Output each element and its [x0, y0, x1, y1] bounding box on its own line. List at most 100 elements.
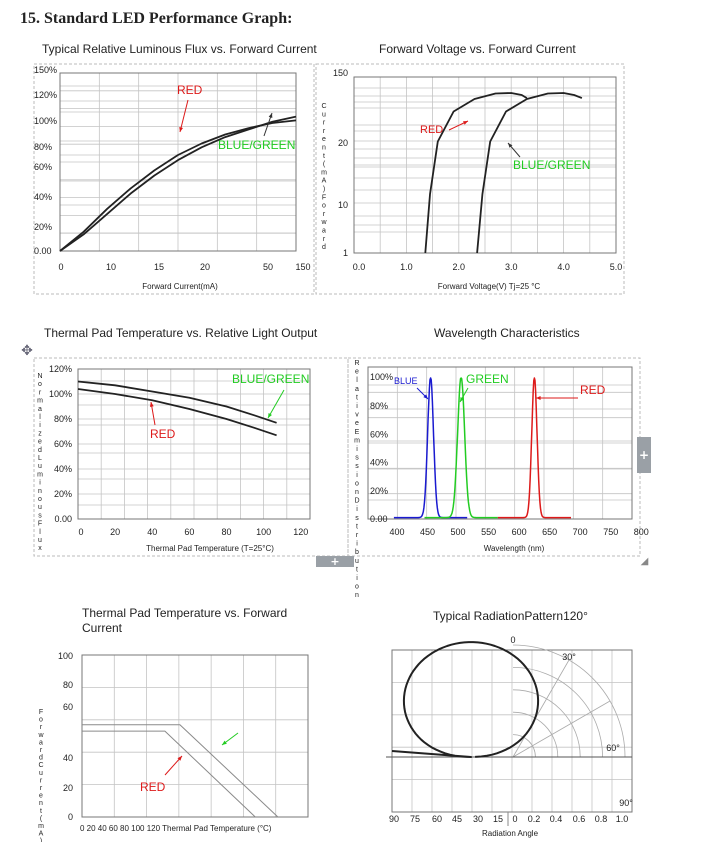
- y-tick-label: 20: [63, 783, 73, 793]
- x-tick-label: 800: [634, 527, 649, 537]
- y-tick-label: 40%: [54, 464, 72, 474]
- y-axis-label: x: [38, 545, 42, 552]
- y-tick-label: 60%: [54, 439, 72, 449]
- polar-ring: [512, 711, 559, 758]
- plot-grid: [391, 649, 633, 813]
- chart-title: Forward Voltage vs. Forward Current: [379, 42, 576, 56]
- plot-grid: [81, 654, 309, 818]
- y-axis-label: n: [39, 800, 43, 807]
- x-tick-label: 0.2: [528, 814, 541, 824]
- series-line-red: [424, 92, 528, 254]
- y-axis-label: ): [40, 838, 42, 842]
- y-axis-label: d: [322, 244, 326, 251]
- y-axis-label: t: [356, 394, 358, 401]
- x-tick-label: 15: [154, 262, 164, 272]
- y-axis-label: o: [38, 496, 42, 503]
- y-axis-label: r: [40, 747, 43, 754]
- expand-bottom-icon[interactable]: +: [316, 556, 354, 567]
- chart-title: Thermal Pad Temperature vs. Forward: [82, 606, 287, 620]
- y-axis-label: i: [356, 541, 358, 548]
- x-tick-label: 1.0: [400, 262, 413, 272]
- y-axis-label: w: [320, 219, 327, 226]
- y-axis-label: D: [354, 498, 359, 505]
- expand-right-icon[interactable]: +: [637, 437, 651, 473]
- y-tick-label: 120%: [34, 90, 57, 100]
- y-axis-label: u: [39, 770, 43, 777]
- y-tick-label: 100%: [370, 372, 393, 382]
- y-tick-label: 10: [338, 200, 348, 210]
- series-line-green: [82, 724, 279, 818]
- y-axis-label: e: [355, 420, 359, 427]
- y-tick-label: 40%: [34, 192, 52, 202]
- annotation-arrow: [179, 99, 189, 133]
- y-axis-label: ): [323, 186, 325, 193]
- annotation-label: BLUE: [394, 376, 418, 386]
- annotation-arrow-head: [460, 397, 464, 402]
- y-axis-label: n: [355, 592, 359, 599]
- y-axis-label: i: [356, 403, 358, 410]
- x-tick-label: 80: [221, 527, 231, 537]
- x-tick-label: 50: [263, 262, 273, 272]
- annotation-arrow: [267, 389, 285, 419]
- annotation-label: RED: [177, 83, 203, 97]
- x-tick-label: 0.6: [573, 814, 586, 824]
- y-tick-label: 0.00: [54, 514, 72, 524]
- polar-ring: [512, 734, 536, 758]
- annotation-label: BLUE/GREEN: [513, 158, 590, 172]
- plot-border: [353, 76, 617, 254]
- y-axis-label: o: [355, 480, 359, 487]
- y-axis-label: (: [40, 815, 43, 822]
- x-axis-label: Thermal Pad Temperature (T=25°C): [146, 544, 274, 553]
- y-axis-label: u: [38, 504, 42, 511]
- x-tick-label: 20: [110, 527, 120, 537]
- y-tick-label: 40: [63, 753, 73, 763]
- angle-label: 60°: [606, 743, 620, 753]
- x-tick-label: 75: [410, 814, 420, 824]
- y-tick-label: 40%: [370, 458, 388, 468]
- x-tick-label: 4.0: [557, 262, 570, 272]
- plot-border: [391, 649, 633, 813]
- y-tick-label: 100: [58, 651, 73, 661]
- resize-corner-icon[interactable]: ◢: [640, 556, 649, 567]
- y-tick-label: 60: [63, 702, 73, 712]
- y-axis-label: o: [322, 203, 326, 210]
- polar-spoke: [512, 700, 611, 758]
- plot-grid: [367, 366, 633, 520]
- chart-frame: [315, 63, 625, 295]
- annotation-arrow-head: [268, 413, 272, 418]
- x-axis-label: Forward Current(mA): [142, 282, 218, 291]
- y-axis-label: r: [40, 724, 43, 731]
- annotation-label: RED: [420, 124, 443, 136]
- polar-ring: [512, 689, 581, 758]
- polar-ring: [512, 667, 603, 758]
- y-axis-label: t: [356, 523, 358, 530]
- x-tick-label: 90: [389, 814, 399, 824]
- y-axis-label: i: [39, 480, 41, 487]
- y-axis-label: F: [38, 521, 42, 528]
- y-axis-label: a: [38, 406, 42, 413]
- y-axis-label: n: [355, 489, 359, 496]
- y-axis-label: A: [322, 178, 327, 185]
- y-axis-label: F: [322, 194, 326, 201]
- chart-title: Thermal Pad Temperature vs. Relative Lig…: [44, 326, 318, 340]
- y-axis-label: r: [39, 389, 42, 396]
- annotation-arrow-head: [268, 113, 273, 118]
- annotation-arrow-head: [536, 396, 541, 400]
- y-axis-label: o: [38, 381, 42, 388]
- annotation-label: RED: [150, 427, 176, 441]
- y-axis-label: n: [322, 145, 326, 152]
- series-line-red: [497, 377, 572, 519]
- y-axis-label: r: [323, 128, 326, 135]
- x-axis-label: Radiation Angle: [482, 829, 539, 838]
- y-axis-label: r: [323, 120, 326, 127]
- x-tick-label: 750: [603, 527, 618, 537]
- move-handle-icon[interactable]: ✥: [21, 343, 33, 359]
- series-line-blue-green: [59, 115, 297, 252]
- page-title: 15. Standard LED Performance Graph:: [20, 10, 293, 27]
- y-tick-label: 80%: [370, 401, 388, 411]
- y-axis-label: a: [39, 739, 43, 746]
- annotation-label: RED: [580, 383, 606, 397]
- y-tick-label: 80%: [34, 142, 52, 152]
- plot-border: [81, 654, 309, 818]
